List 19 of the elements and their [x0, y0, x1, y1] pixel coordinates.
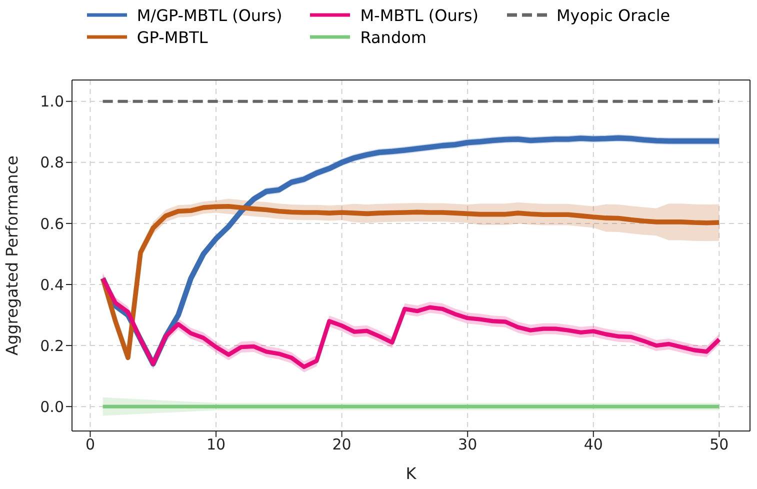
x-axis-title: K: [406, 464, 417, 483]
x-tick-label: 0: [85, 436, 96, 454]
y-tick-label: 0.4: [40, 276, 64, 294]
legend-label: GP-MBTL: [136, 28, 208, 46]
y-tick-label: 0.0: [40, 398, 64, 416]
x-tick-label: 20: [332, 436, 352, 454]
x-tick-label: 40: [584, 436, 603, 454]
legend-label: Myopic Oracle: [556, 6, 670, 24]
y-tick-label: 0.6: [40, 214, 64, 233]
y-tick-label: 0.2: [40, 336, 64, 355]
y-axis-title: Aggregated Performance: [2, 155, 22, 356]
x-tick-label: 30: [458, 436, 478, 454]
y-tick-label: 0.8: [40, 154, 64, 172]
legend-label: M-MBTL (Ours): [360, 6, 478, 24]
y-tick-label: 1.0: [40, 92, 64, 111]
legend-label: M/GP-MBTL (Ours): [136, 6, 282, 24]
legend-label: Random: [360, 28, 426, 46]
x-tick-label: 10: [206, 436, 226, 454]
x-tick-label: 50: [710, 436, 729, 454]
